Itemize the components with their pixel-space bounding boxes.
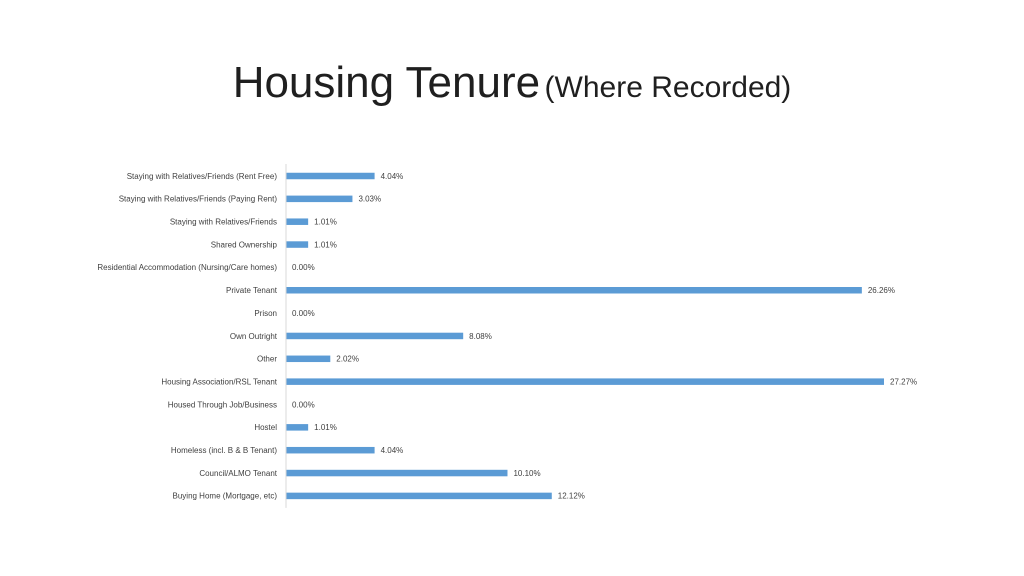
category-label: Council/ALMO Tenant <box>199 469 277 478</box>
category-label: Homeless (incl. B & B Tenant) <box>171 446 277 455</box>
data-label: 2.02% <box>336 355 359 364</box>
data-label: 1.01% <box>314 423 337 432</box>
category-label: Housing Association/RSL Tenant <box>161 377 277 386</box>
data-label: 4.04% <box>381 172 404 181</box>
data-label: 10.10% <box>513 469 540 478</box>
chart-title: Housing Tenure (Where Recorded) <box>0 58 1024 108</box>
category-label: Other <box>257 355 277 364</box>
category-label: Staying with Relatives/Friends (Paying R… <box>119 195 278 204</box>
bar <box>286 218 309 225</box>
bar <box>286 195 353 203</box>
category-label: Hostel <box>254 423 277 432</box>
category-label: Residential Accommodation (Nursing/Care … <box>97 263 277 272</box>
bar <box>286 172 375 180</box>
category-label: Prison <box>254 309 277 318</box>
bar <box>286 424 309 431</box>
category-label: Own Outright <box>230 332 278 341</box>
data-label: 27.27% <box>890 377 917 386</box>
data-label: 12.12% <box>558 492 585 501</box>
bar <box>286 241 309 248</box>
data-label: 1.01% <box>314 218 337 227</box>
bar <box>286 332 464 340</box>
chart-title-main: Housing Tenure <box>232 58 541 107</box>
bar <box>286 469 508 477</box>
category-label: Staying with Relatives/Friends (Rent Fre… <box>127 172 278 181</box>
data-label: 8.08% <box>469 332 492 341</box>
chart-title-suffix: (Where Recorded) <box>544 71 792 104</box>
bar <box>286 492 552 500</box>
data-label: 0.00% <box>292 400 315 409</box>
category-label: Housed Through Job/Business <box>168 400 277 409</box>
category-label: Staying with Relatives/Friends <box>170 218 277 227</box>
data-label: 0.00% <box>292 309 315 318</box>
category-label: Buying Home (Mortgage, etc) <box>173 492 278 501</box>
data-label: 0.00% <box>292 263 315 272</box>
data-label: 26.26% <box>868 286 895 295</box>
category-label: Shared Ownership <box>211 240 278 249</box>
bar <box>286 378 884 385</box>
category-label: Private Tenant <box>226 286 278 295</box>
data-label: 3.03% <box>358 195 381 204</box>
bar <box>286 287 862 294</box>
data-label: 4.04% <box>381 446 404 455</box>
bar <box>286 446 375 454</box>
data-label: 1.01% <box>314 240 337 249</box>
bar <box>286 355 331 363</box>
